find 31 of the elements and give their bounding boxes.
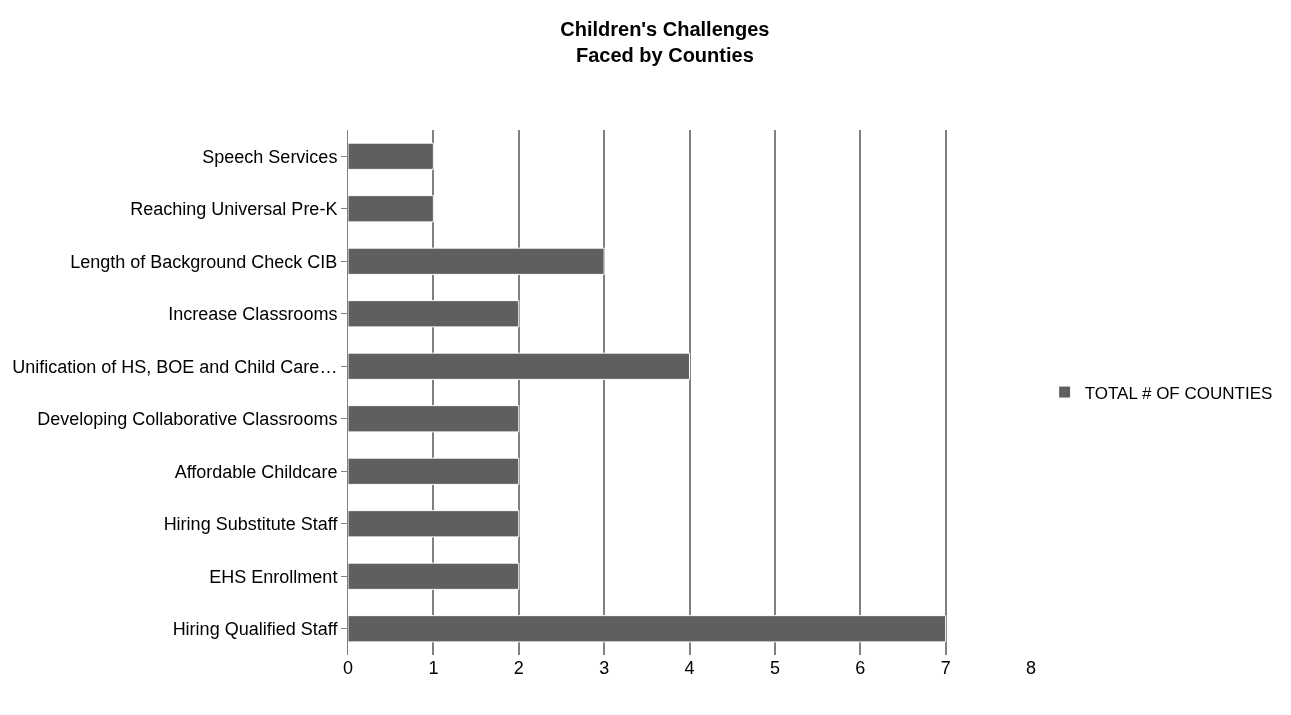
bar [348,562,520,590]
bar [348,457,520,485]
bar [348,195,434,223]
bar [348,247,605,275]
y-tick-label: Length of Background Check CIB [70,251,338,272]
x-tick-label: 8 [1025,658,1037,678]
y-tick-label: Reaching Universal Pre-K [130,199,338,220]
y-tick-label: Developing Collaborative Classrooms [37,409,338,430]
x-tick-label: 6 [855,658,866,678]
bar [348,510,520,538]
x-tick-label: 7 [940,658,951,678]
bar [348,300,520,328]
y-tick-label: EHS Enrollment [209,566,338,587]
x-tick-label: 4 [684,658,695,678]
bar [348,405,520,433]
y-tick-label: Hiring Substitute Staff [163,514,339,535]
y-tick-label: Hiring Qualified Staff [172,619,339,640]
x-tick-label: 3 [599,658,610,678]
bar [348,142,434,170]
y-tick-label: Unification of HS, BOE and Child Care… [12,356,338,377]
legend-label: TOTAL # OF COUNTIES [1084,383,1273,403]
x-tick-label: 0 [342,658,354,678]
y-tick-label: Increase Classrooms [168,304,338,325]
chart-title: Children's Challenges Faced by Counties [560,17,770,66]
x-tick-label: 1 [428,658,439,678]
y-tick-label: Speech Services [202,146,338,167]
x-tick-label: 5 [769,658,780,678]
y-tick-label: Affordable Childcare [174,461,338,482]
x-tick-label: 2 [513,658,524,678]
bar [348,352,690,380]
bar [348,615,947,643]
